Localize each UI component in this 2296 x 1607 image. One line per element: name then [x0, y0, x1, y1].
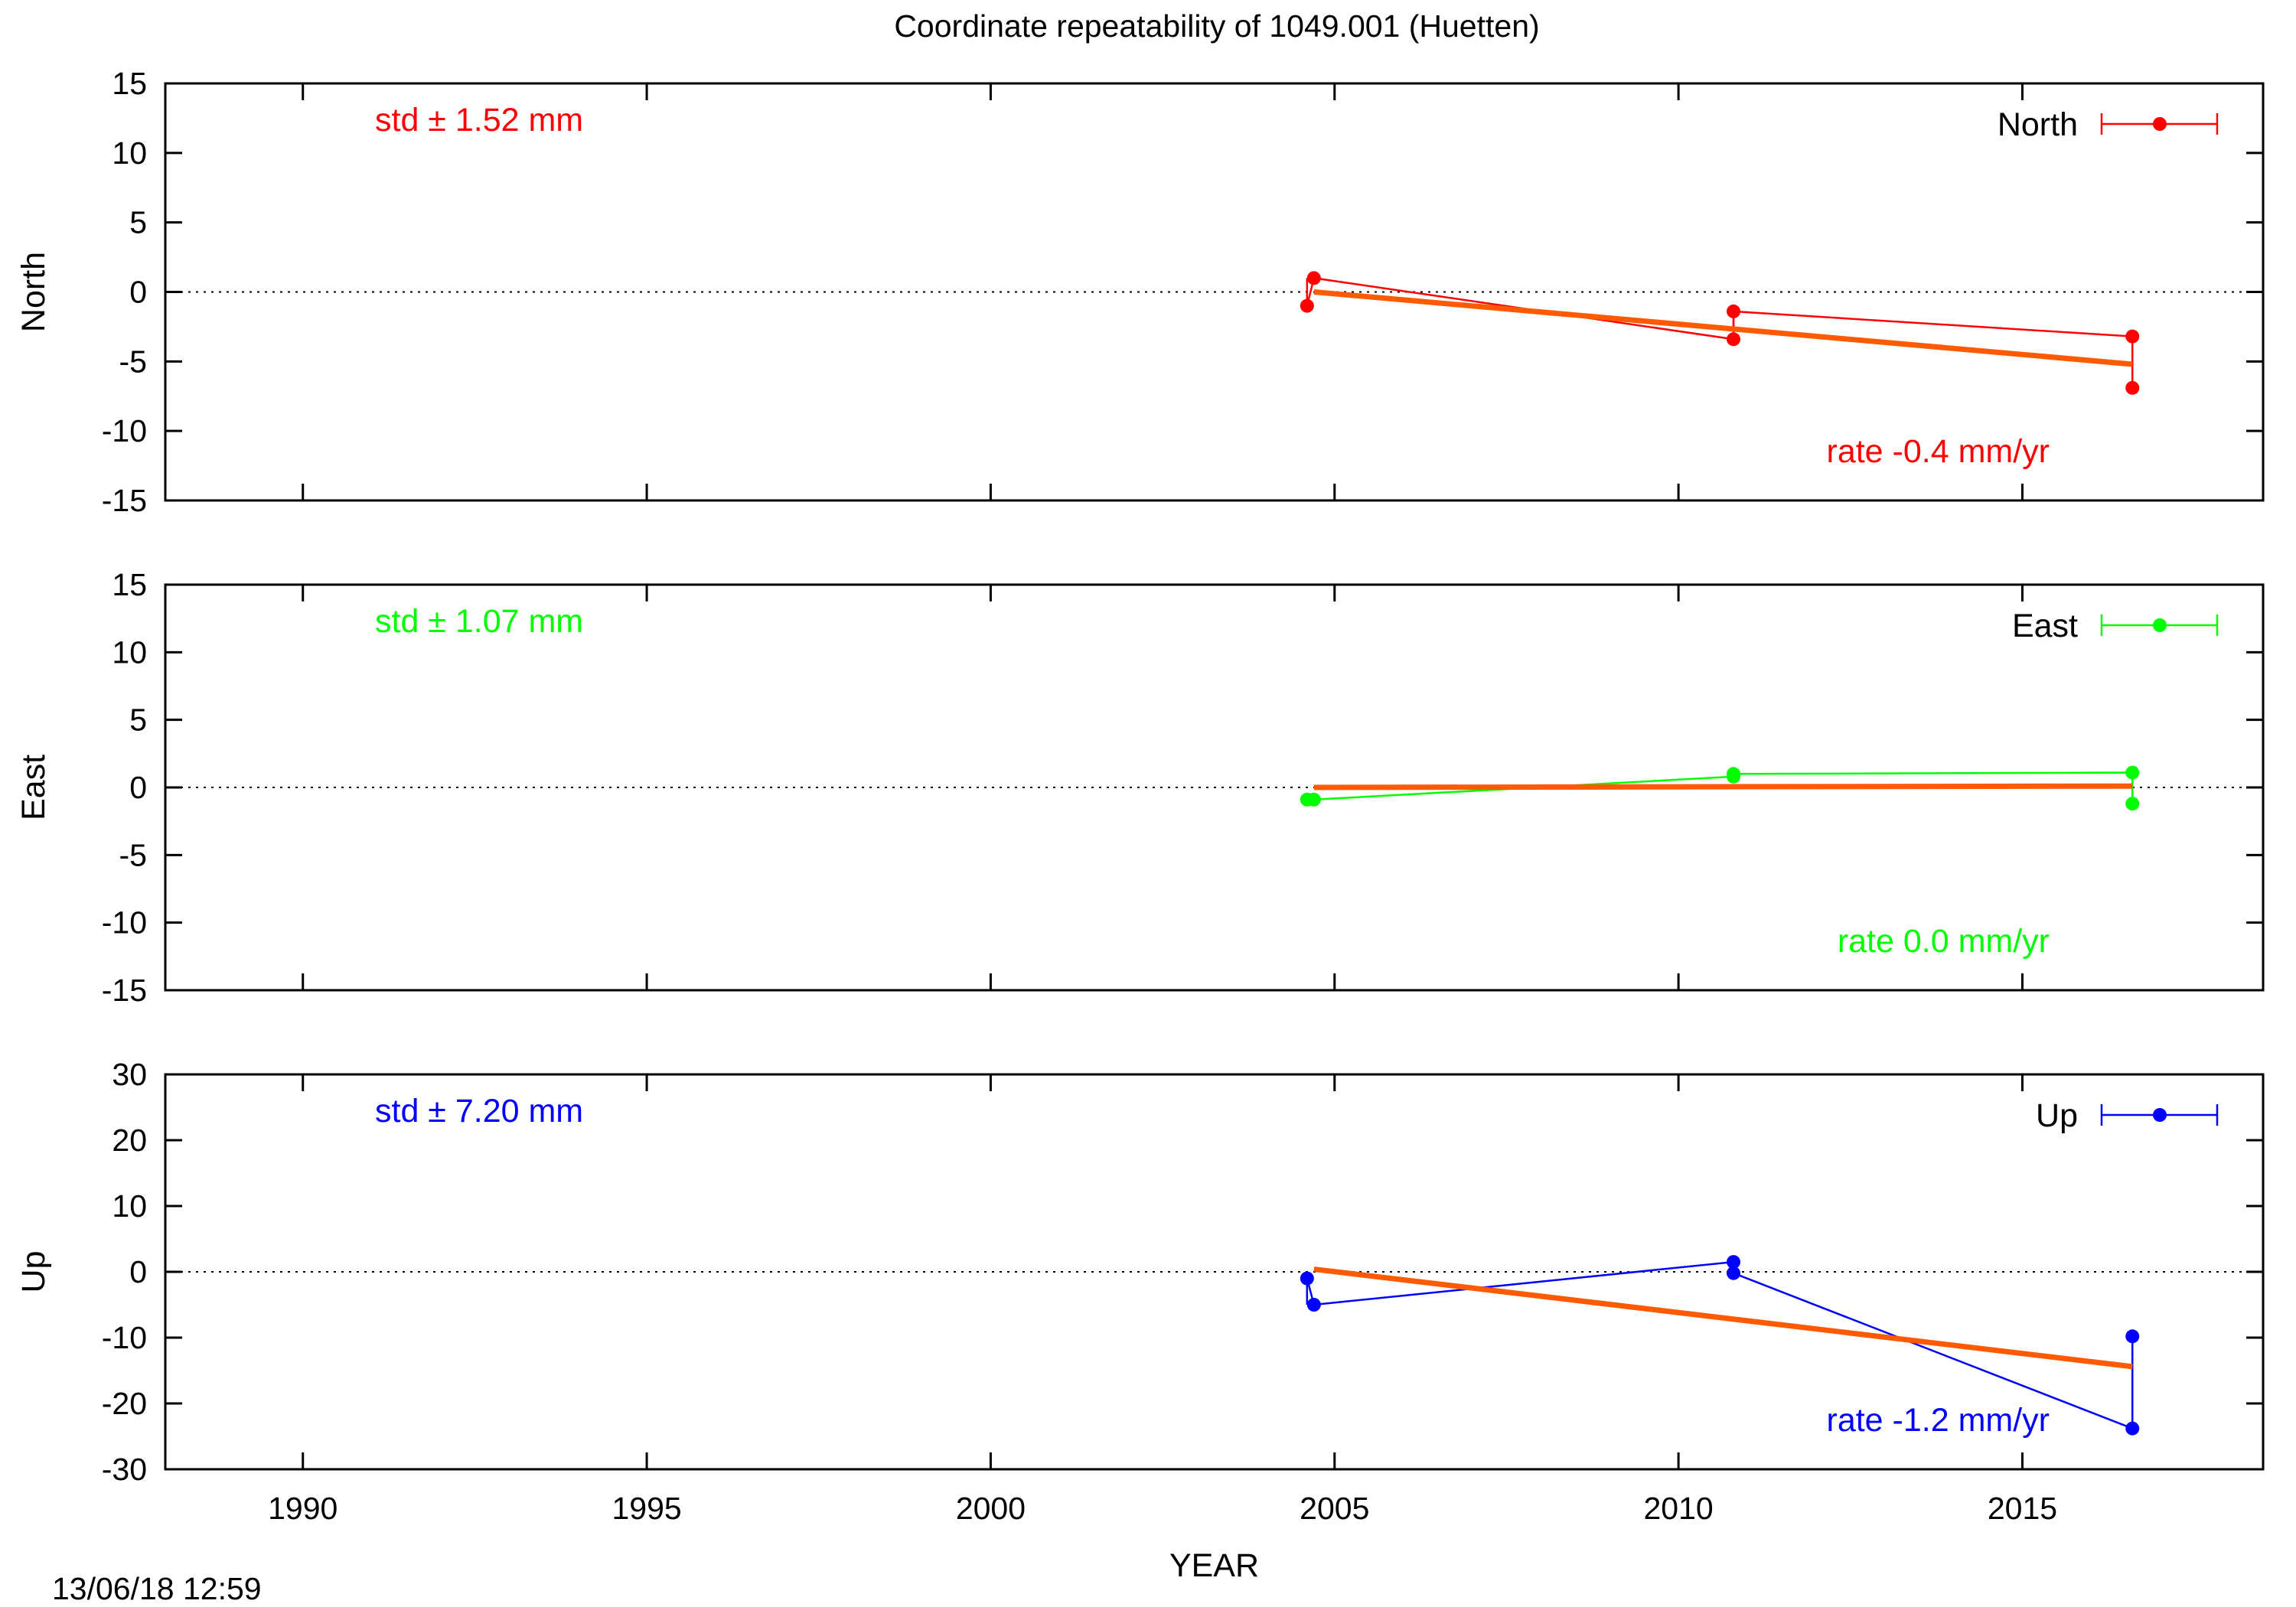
panel-north: 15 10 5 0 -5 -10 -15 North std ± 1.52 mm rate -0.… [15, 66, 2265, 518]
panel-up-data-point [1300, 1271, 1314, 1286]
panel-east-legend-marker [2153, 618, 2167, 632]
panel-up-ytick-label: -10 [102, 1320, 147, 1355]
panel-up-ytick-label: 20 [112, 1123, 147, 1158]
panel-up-data-point [1306, 1298, 1321, 1312]
panel-east-data-point [2125, 765, 2140, 780]
panel-east-ylabel: East [15, 755, 52, 820]
panel-north-ytick-label: -15 [102, 483, 147, 518]
panel-east-ytick-label: 0 [129, 770, 147, 805]
panel-up-ytick-label: -30 [102, 1452, 147, 1487]
xtick-label: 2005 [1300, 1491, 1369, 1526]
panel-north-std-annotation: std ± 1.52 mm [375, 102, 583, 139]
panel-north-data-point [1300, 298, 1314, 313]
panel-east-legend-label: East [2012, 608, 2078, 644]
panel-north-ytick-label: -5 [119, 344, 147, 379]
panel-up-fit-line [1313, 1266, 2133, 1370]
panel-up-ylabel: Up [15, 1251, 52, 1293]
chart-title: Coordinate repeatability of 1049.001 (Hu… [894, 8, 1539, 44]
panel-east-fit-line [1313, 783, 2133, 790]
xtick-label: 2010 [1644, 1491, 1714, 1526]
panel-north-data-point [1727, 304, 1741, 318]
panel-up-ytick-label: 30 [112, 1057, 147, 1092]
panel-north-legend-marker [2153, 117, 2167, 131]
panel-north-data-point [2125, 380, 2140, 395]
panel-north-ylabel: North [15, 252, 52, 332]
panel-north-ytick-label: 5 [129, 205, 147, 240]
panel-north-data-point [2125, 329, 2140, 344]
panel-east-ytick-label: 15 [112, 567, 147, 602]
panels: 15 10 5 0 -5 -10 -15 North std ± 1.52 mm rate -0.… [15, 66, 2265, 1584]
panel-east-ytick-label: -5 [119, 837, 147, 872]
panel-east: 15 10 5 0 -5 -10 -15 East std ± 1.07 mm rate 0.0 … [15, 567, 2265, 1008]
xtick-label: 2015 [1988, 1491, 2057, 1526]
panel-east-ytick-label: -15 [102, 973, 147, 1008]
panel-east-data-point [2125, 797, 2140, 811]
panel-north-ytick-label: 15 [112, 66, 147, 101]
panel-east-ytick-label: 5 [129, 702, 147, 738]
xtick-label: 1990 [268, 1491, 338, 1526]
panel-north-ytick-label: -10 [102, 413, 147, 448]
panel-north-data-point [1727, 332, 1741, 347]
panel-up-data-point [1727, 1255, 1741, 1270]
panel-east-ytick-label: 10 [112, 634, 147, 670]
panel-up-data-point [1727, 1266, 1741, 1280]
panel-up-ytick-label: -20 [102, 1386, 147, 1421]
panel-north-rate-annotation: rate -0.4 mm/yr [1827, 433, 2050, 470]
panel-up-data-point [2125, 1421, 2140, 1436]
panel-north-ytick-label: 10 [112, 135, 147, 171]
panel-up-ytick-label: 10 [112, 1188, 147, 1224]
panel-up-rate-annotation: rate -1.2 mm/yr [1827, 1402, 2050, 1439]
panel-east-data-point [1306, 792, 1321, 807]
panel-east-ytick-label: -10 [102, 905, 147, 940]
panel-up-legend-label: Up [2036, 1097, 2078, 1134]
panel-north-data-point [1306, 271, 1321, 285]
panel-up-ytick-label: 0 [129, 1254, 147, 1289]
footer-timestamp: 13/06/18 12:59 [52, 1571, 262, 1606]
panel-north-legend-label: North [1998, 106, 2078, 143]
panel-north-fit-line [1313, 289, 2133, 367]
xtick-label: 1995 [612, 1491, 681, 1526]
xtick-label: 2000 [956, 1491, 1026, 1526]
xlabel: YEAR [1169, 1547, 1259, 1584]
panel-north-ytick-label: 0 [129, 275, 147, 310]
panel-up-data-point [2125, 1329, 2140, 1344]
panel-east-rate-annotation: rate 0.0 mm/yr [1838, 923, 2050, 960]
panel-east-std-annotation: std ± 1.07 mm [375, 603, 583, 640]
panel-up-std-annotation: std ± 7.20 mm [375, 1093, 583, 1129]
panel-up-legend-marker [2153, 1108, 2167, 1122]
panel-east-data-point [1727, 767, 1741, 781]
